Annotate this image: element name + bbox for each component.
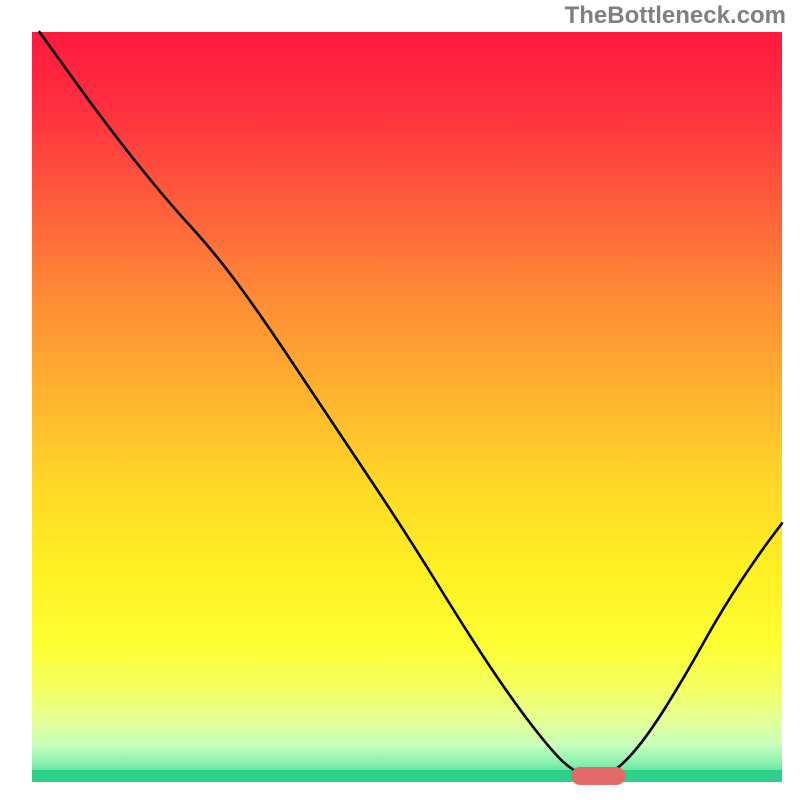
- bottom-band: [32, 770, 782, 782]
- watermark-text: TheBottleneck.com: [565, 2, 786, 30]
- chart-root: TheBottleneck.com: [0, 0, 800, 800]
- gradient-background: [32, 32, 782, 782]
